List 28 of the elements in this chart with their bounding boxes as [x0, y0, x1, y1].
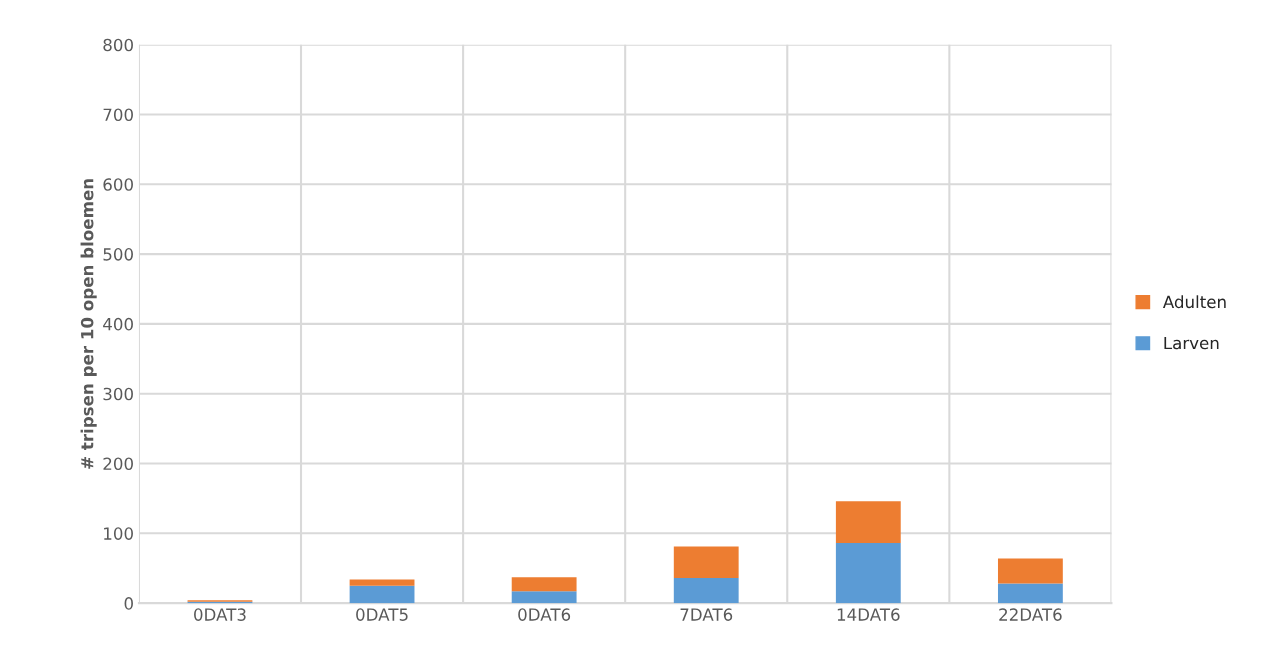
x-tick-label: 0DAT3	[194, 608, 246, 621]
legend-label: Larven	[1164, 336, 1219, 350]
bar	[511, 577, 577, 592]
y-tick-label: 700	[103, 108, 133, 122]
y-axis-title: # tripsen per 10 open bloemen	[80, 179, 97, 469]
y-tick-label: 200	[103, 457, 133, 471]
bar	[997, 558, 1063, 584]
bar	[673, 578, 739, 604]
bar	[997, 583, 1063, 604]
x-tick-label: 0DAT5	[356, 608, 408, 621]
bar	[835, 543, 901, 604]
x-tick-label: 0DAT6	[518, 608, 571, 621]
x-tick-label: 7DAT6	[680, 608, 733, 621]
y-tick-label: 400	[103, 317, 133, 331]
y-tick-label: 300	[103, 387, 133, 401]
y-tick-label: 100	[104, 527, 133, 540]
y-tick-label: 500	[103, 248, 133, 261]
bar	[349, 585, 415, 604]
y-tick-label: 800	[103, 38, 133, 52]
bar	[835, 501, 901, 544]
y-tick-label: 600	[103, 178, 133, 191]
legend-label: Adulten	[1162, 295, 1226, 309]
bar	[511, 591, 577, 604]
bar	[349, 579, 415, 586]
bar	[673, 546, 739, 578]
y-tick-label: 0	[124, 597, 133, 610]
x-tick-label: 22DAT6	[999, 608, 1062, 621]
x-tick-label: 14DAT6	[837, 608, 900, 621]
